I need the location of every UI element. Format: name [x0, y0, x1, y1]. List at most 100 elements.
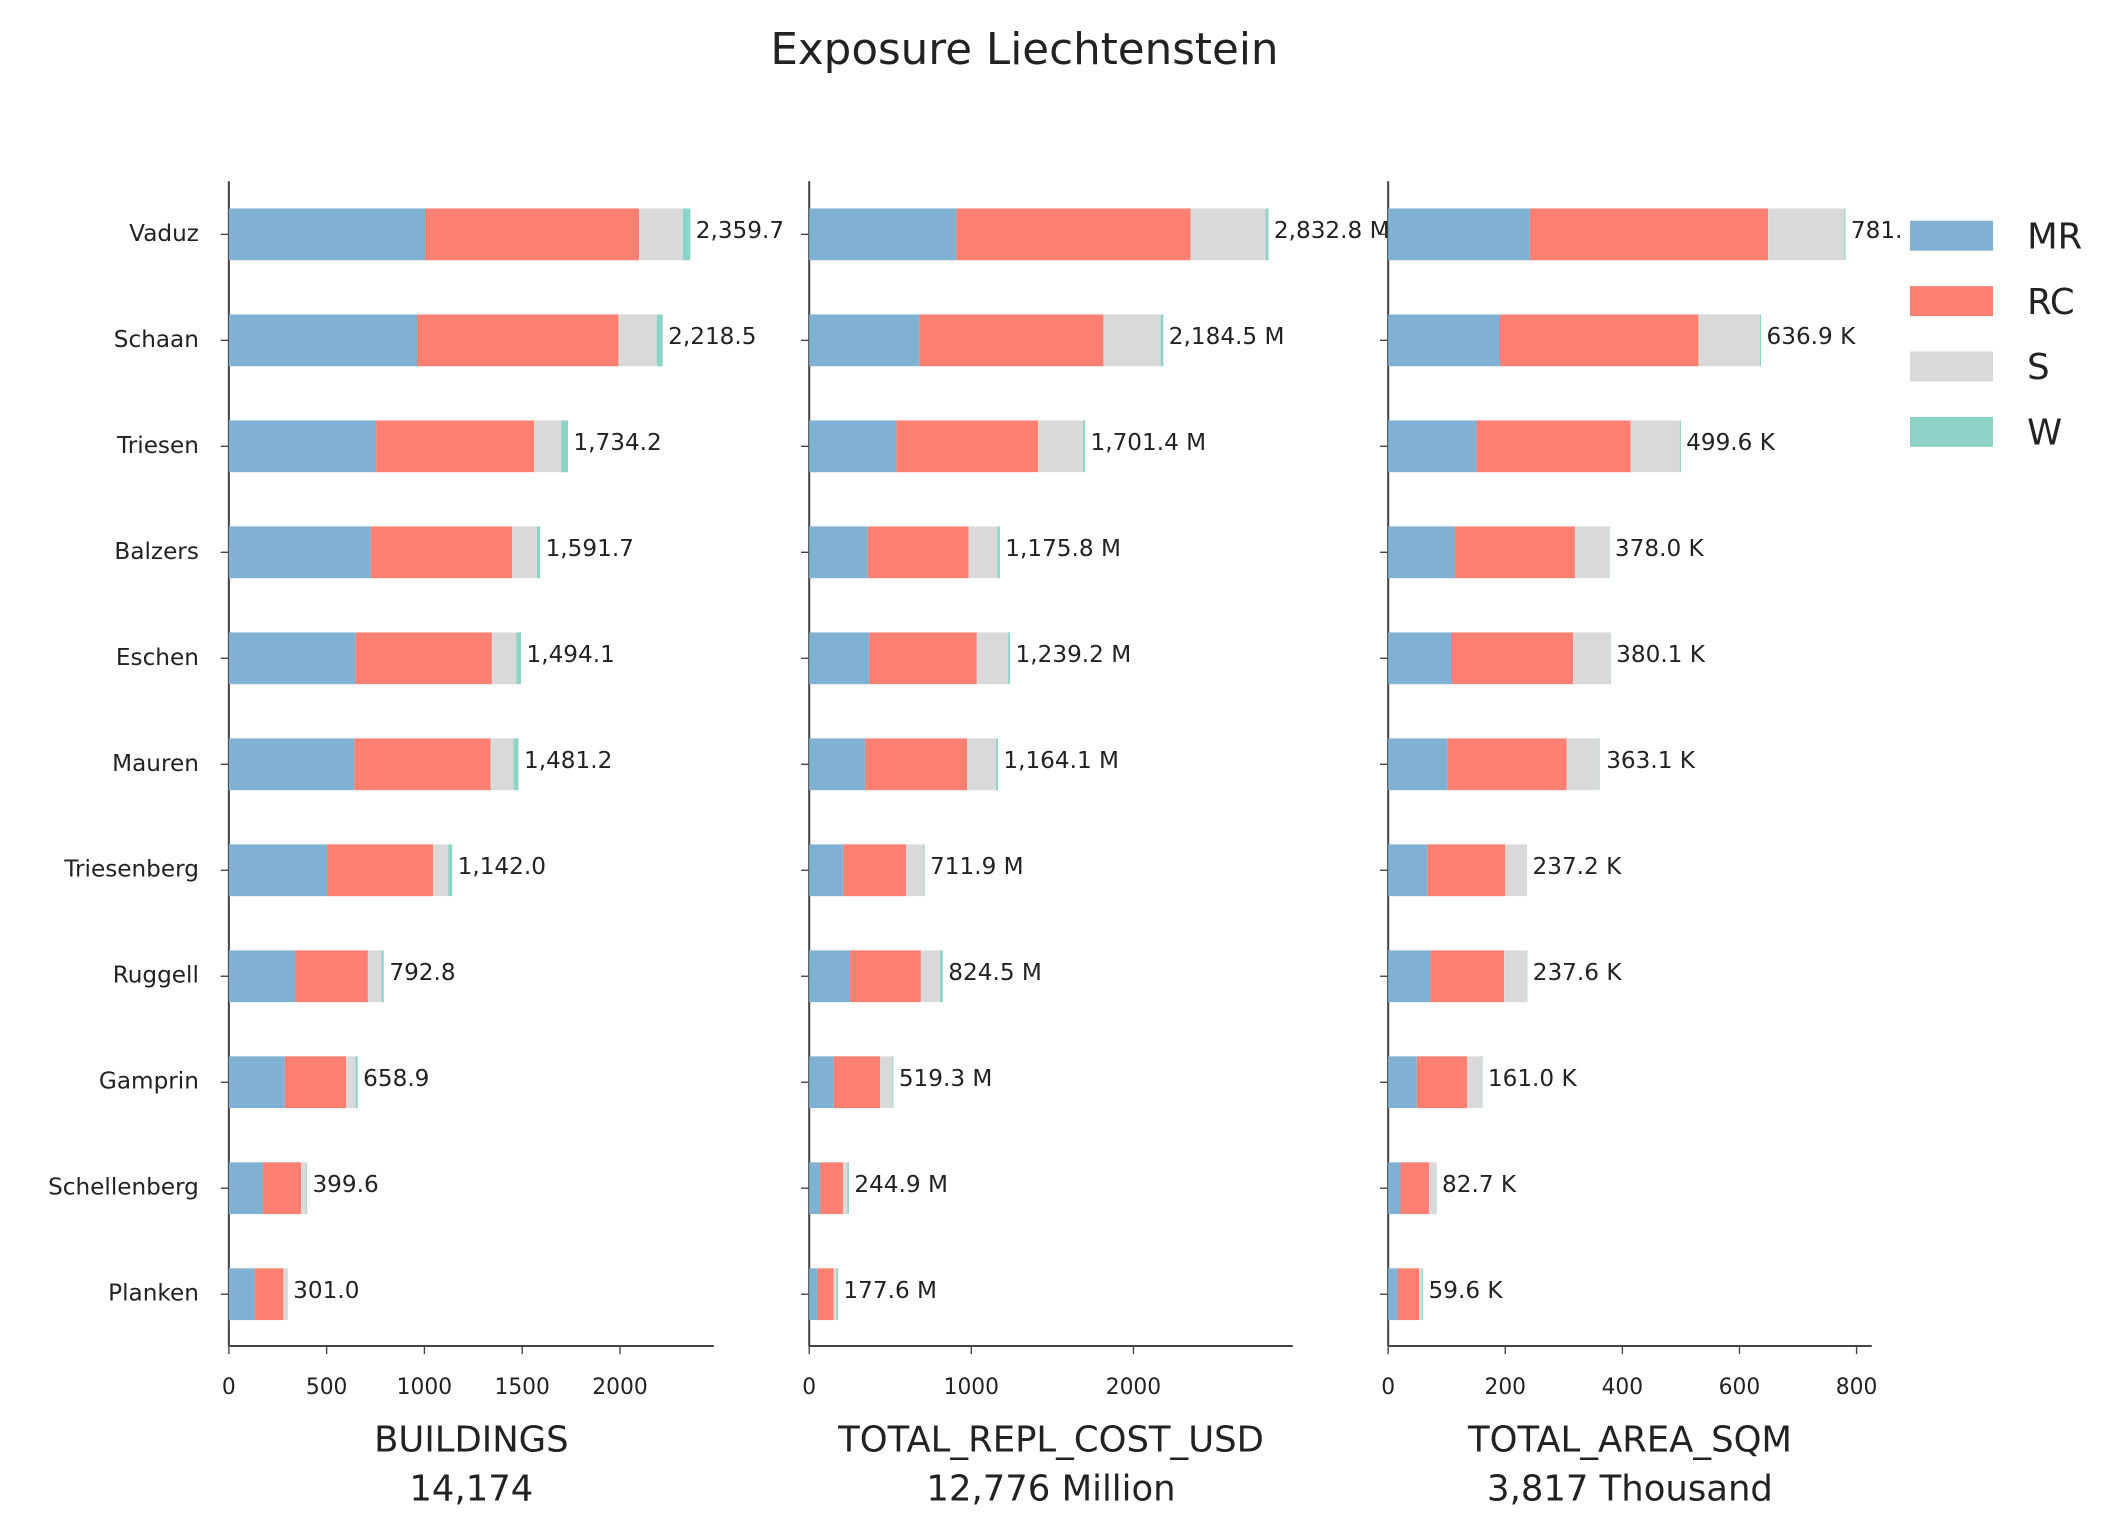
y-tick-label: Balzers — [114, 539, 198, 565]
legend: MR RC SW — [1901, 201, 2115, 469]
x-tick-label: 400 — [1602, 1375, 1644, 1400]
bar-segment — [1038, 420, 1084, 473]
bar-segment — [1008, 632, 1011, 685]
x-tick-label: 800 — [1836, 1375, 1878, 1400]
bar-segment — [809, 844, 844, 897]
bar-segment — [1265, 208, 1269, 261]
bar-segment — [490, 738, 514, 791]
bar-segment — [1454, 526, 1575, 579]
bar-segment — [228, 844, 328, 897]
x-tick-label: 0 — [802, 1375, 816, 1400]
bar-segment — [228, 738, 355, 791]
bar-segment — [850, 950, 921, 1003]
bar-segment — [1160, 314, 1164, 367]
bar-segment — [376, 420, 535, 473]
bar-segment — [1397, 1268, 1420, 1321]
legend-label: RC — [2027, 282, 2075, 323]
bar-segment — [1388, 1162, 1401, 1215]
bar-segment — [967, 738, 996, 791]
bar-segment — [1500, 314, 1699, 367]
bar-segment — [228, 208, 426, 261]
bar-segment — [956, 208, 1191, 261]
total-label: 237.2 K — [1533, 854, 1623, 880]
y-tick-label: Gamprin — [99, 1069, 199, 1095]
bar-segment — [896, 420, 1039, 473]
bar-segment — [433, 844, 449, 897]
y-tick-label: Schaan — [114, 327, 199, 353]
bar-segment — [1388, 738, 1448, 791]
bar-segment — [355, 1056, 358, 1109]
bar-segment — [1083, 420, 1085, 473]
y-tick-label: Triesenberg — [63, 857, 199, 883]
bar-segment — [1504, 950, 1527, 1003]
bar-segment — [346, 1056, 356, 1109]
bar-segment — [1768, 208, 1845, 261]
bar-segment — [534, 420, 562, 473]
bar-segment — [327, 844, 434, 897]
legend-label: MR — [2027, 216, 2082, 257]
total-label: 378.0 K — [1615, 536, 1705, 562]
bar-segment — [1476, 420, 1631, 473]
legend-swatch — [1909, 416, 1994, 447]
legend-label: S — [2027, 347, 2049, 388]
bar-segment — [847, 1162, 849, 1215]
legend-swatch — [1909, 286, 1994, 317]
total-label: 59.6 K — [1429, 1278, 1504, 1304]
y-tick-label: Mauren — [112, 751, 199, 777]
bar-segment — [381, 950, 384, 1003]
bar-segment — [1388, 844, 1428, 897]
bar-segment — [809, 738, 866, 791]
y-tick-label: Eschen — [116, 645, 199, 671]
bar-segment — [228, 1056, 285, 1109]
total-label: 519.3 M — [899, 1066, 993, 1092]
total-label: 2,359.7 — [696, 218, 784, 244]
bar-segment — [228, 420, 377, 473]
x-tick-label: 500 — [306, 1375, 348, 1400]
bar-segment — [1608, 526, 1610, 579]
bar-segment — [491, 632, 517, 685]
bar-segment — [1467, 1056, 1482, 1109]
bar-segment — [809, 950, 851, 1003]
bar-segment — [1566, 738, 1599, 791]
legend-label: W — [2027, 413, 2062, 454]
bar-segment — [880, 1056, 893, 1109]
x-tick-label: 1000 — [944, 1375, 999, 1400]
legend-swatch — [1909, 220, 1994, 251]
bar-segment — [1388, 314, 1501, 367]
y-tick-label: Schellenberg — [48, 1175, 199, 1201]
bar-segment — [512, 526, 537, 579]
y-tick-label: Triesen — [116, 433, 199, 459]
bar-segment — [920, 950, 941, 1003]
bar-segment — [997, 526, 1000, 579]
bar-segment — [370, 526, 513, 579]
bar-segment — [1416, 1056, 1468, 1109]
bar-segment — [618, 314, 657, 367]
bar-segment — [1574, 526, 1609, 579]
chart-title: Exposure Liechtenstein — [770, 25, 1278, 75]
bar-segment — [809, 1056, 834, 1109]
total-label: 301.0 — [293, 1278, 359, 1304]
bar-segment — [1630, 420, 1680, 473]
total-label: 1,734.2 — [573, 430, 661, 456]
bar-segment — [1451, 632, 1574, 685]
bar-segment — [995, 738, 998, 791]
bar-segment — [1103, 314, 1161, 367]
bar-segment — [262, 1162, 302, 1215]
total-label: 2,832.8 M — [1274, 218, 1390, 244]
bar-segment — [919, 314, 1104, 367]
bar-segment — [513, 738, 519, 791]
bar-segment — [809, 208, 957, 261]
bar-segment — [869, 632, 977, 685]
bar-segment — [416, 314, 619, 367]
y-tick-label: Vaduz — [129, 221, 199, 247]
bar-segment — [1529, 208, 1769, 261]
bar-segment — [306, 1162, 308, 1215]
bar-segment — [254, 1268, 284, 1321]
bar-segment — [1844, 208, 1846, 261]
total-label: 1,164.1 M — [1003, 748, 1119, 774]
bar-segment — [865, 738, 968, 791]
bar-segment — [1427, 844, 1506, 897]
bar-segment — [536, 526, 541, 579]
total-label: 161.0 K — [1488, 1066, 1578, 1092]
